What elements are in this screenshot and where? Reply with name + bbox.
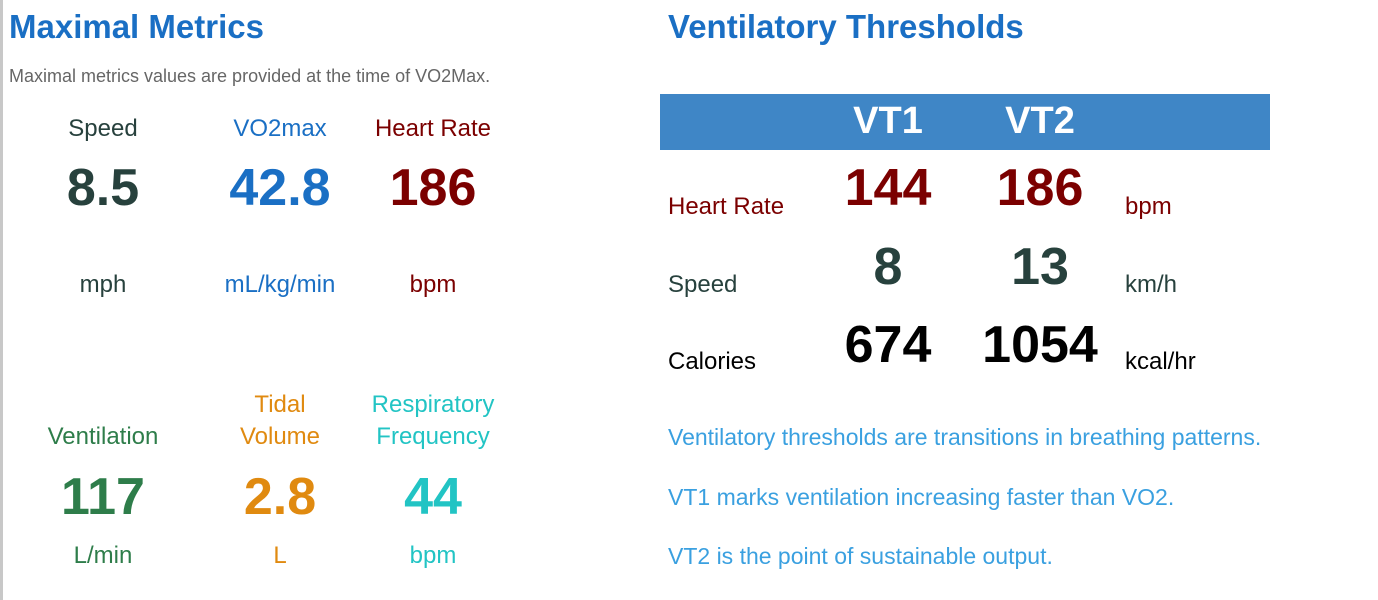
column-header-vt2: VT2 (1005, 100, 1075, 142)
maximal-metrics-title: Maximal Metrics (9, 8, 264, 45)
metric-value: 117 (61, 468, 145, 526)
vt2-value: 13 (1011, 238, 1069, 296)
row-label: Calories (668, 348, 757, 375)
row-label: Heart Rate (668, 193, 785, 220)
metric-value: 8.5 (66, 159, 140, 217)
metric-label-line1: Tidal (254, 391, 306, 418)
metric-label-line2: Volume (239, 423, 321, 450)
row-label: Speed (668, 271, 738, 298)
metric-unit: L (273, 542, 287, 569)
metric-value: 42.8 (229, 159, 331, 217)
vt1-value: 8 (873, 238, 903, 296)
threshold-note: VT2 is the point of sustainable output. (668, 543, 1053, 569)
metric-label-line1: Respiratory (371, 391, 495, 418)
metric-value: 186 (389, 159, 477, 217)
threshold-header-bar: VT1 VT2 (660, 94, 1270, 150)
left-border (0, 0, 3, 600)
vt1-value: 144 (844, 159, 932, 217)
metric-unit: mph (79, 271, 127, 298)
column-header-vt1: VT1 (853, 100, 923, 142)
vt2-value: 186 (996, 159, 1084, 217)
metric-unit: mL/kg/min (224, 271, 336, 298)
ventilatory-thresholds-title: Ventilatory Thresholds (668, 8, 1024, 45)
metric-label: Heart Rate (374, 115, 492, 142)
metric-unit: bpm (409, 542, 457, 569)
metric-label: Ventilation (47, 423, 159, 450)
metric-label: Speed (68, 115, 138, 142)
metric-value: 44 (404, 468, 462, 526)
metric-label-line2: Frequency (376, 423, 490, 450)
metric-value: 2.8 (243, 468, 317, 526)
metric-unit: bpm (409, 271, 457, 298)
threshold-note: Ventilatory thresholds are transitions i… (668, 424, 1262, 450)
row-unit: bpm (1125, 193, 1172, 220)
metric-unit: L/min (73, 542, 133, 569)
vt2-value: 1054 (982, 316, 1098, 374)
threshold-note: VT1 marks ventilation increasing faster … (668, 484, 1175, 510)
row-unit: km/h (1125, 271, 1178, 298)
vt1-value: 674 (844, 316, 932, 374)
metric-label: VO2max (233, 115, 327, 142)
row-unit: kcal/hr (1125, 348, 1196, 375)
maximal-metrics-subtitle: Maximal metrics values are provided at t… (9, 66, 491, 86)
